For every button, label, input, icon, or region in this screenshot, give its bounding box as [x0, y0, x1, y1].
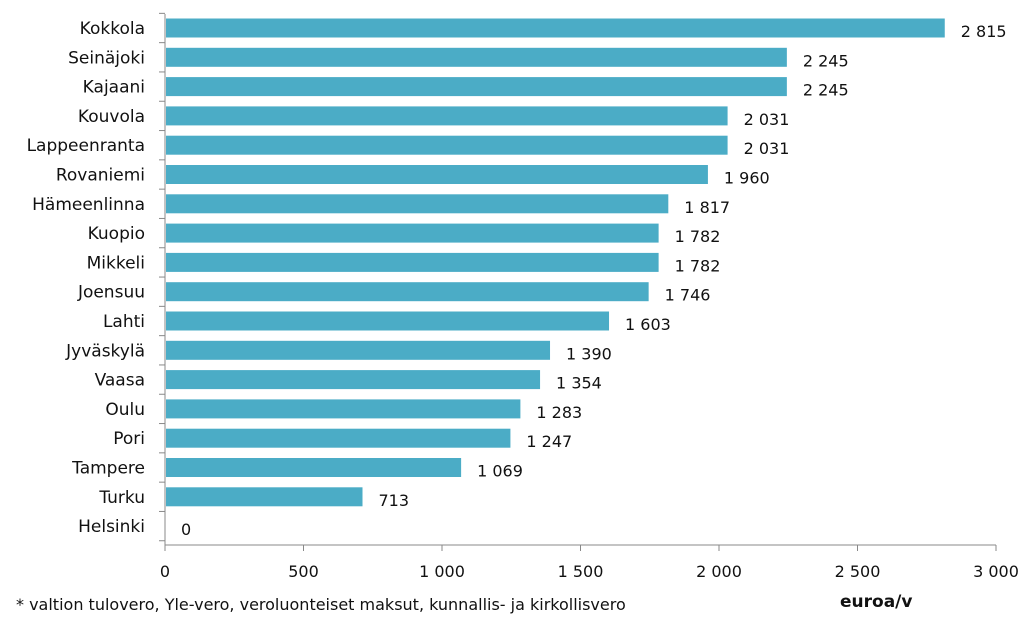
category-label: Lahti [103, 312, 145, 332]
data-label: 2 815 [961, 22, 1007, 41]
data-label: 2 031 [744, 110, 790, 129]
category-label: Kouvola [78, 107, 145, 127]
bar [166, 106, 728, 126]
category-label: Seinäjoki [68, 48, 145, 68]
category-label: Pori [113, 429, 145, 449]
category-label: Hämeenlinna [32, 195, 145, 215]
category-label: Jyväskylä [65, 341, 145, 361]
bar [166, 428, 511, 448]
data-label: 713 [379, 491, 410, 510]
category-label: Joensuu [77, 283, 145, 303]
category-label: Helsinki [78, 517, 145, 537]
data-label: 1 069 [477, 462, 523, 481]
data-label: 1 960 [724, 169, 770, 188]
bar [166, 135, 728, 155]
bar [166, 47, 787, 67]
category-label: Rovaniemi [56, 166, 145, 186]
x-tick-label: 2 500 [835, 562, 881, 581]
data-label: 1 782 [675, 227, 721, 246]
category-label: Kokkola [80, 19, 145, 39]
x-tick-label: 2 000 [696, 562, 742, 581]
category-label: Kuopio [88, 224, 145, 244]
bar [166, 311, 610, 331]
data-label: 2 245 [803, 81, 849, 100]
x-tick-label: 1 500 [558, 562, 604, 581]
data-label: 1 746 [665, 286, 711, 305]
x-tick-label: 1 000 [419, 562, 465, 581]
bar [166, 399, 521, 419]
x-tick-label: 500 [288, 562, 319, 581]
category-label: Turku [98, 488, 145, 508]
bar [166, 487, 363, 507]
bar [166, 77, 787, 97]
data-label: 1 247 [526, 432, 572, 451]
data-label: 1 283 [536, 403, 582, 422]
bar [166, 194, 669, 214]
category-label: Oulu [105, 400, 145, 420]
bar [166, 18, 945, 38]
x-axis-label: euroa/v [840, 592, 913, 612]
x-tick-label: 3 000 [973, 562, 1019, 581]
data-label: 1 817 [684, 198, 730, 217]
bar [166, 340, 551, 360]
data-label: 1 354 [556, 374, 602, 393]
bar [166, 165, 708, 184]
data-label: 1 390 [566, 344, 612, 363]
data-label: 1 603 [625, 315, 671, 334]
data-label: 1 782 [675, 256, 721, 275]
category-label: Mikkeli [87, 253, 145, 273]
category-label: Vaasa [95, 371, 145, 391]
bar [166, 458, 462, 477]
category-label: Tampere [71, 459, 145, 479]
bar [166, 223, 659, 243]
x-tick-label: 0 [160, 562, 170, 581]
data-label: 0 [181, 520, 191, 539]
category-label: Lappeenranta [27, 136, 145, 156]
bar [166, 370, 541, 390]
footnote: * valtion tulovero, Yle-vero, veroluonte… [16, 595, 626, 614]
category-label: Kajaani [83, 78, 145, 98]
bar [166, 252, 659, 272]
data-label: 2 031 [744, 139, 790, 158]
bar [166, 282, 649, 302]
data-label: 2 245 [803, 51, 849, 70]
